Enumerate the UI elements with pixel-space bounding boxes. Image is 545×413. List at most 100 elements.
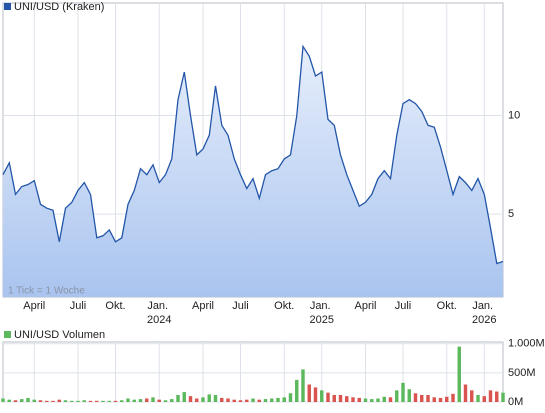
- volume-bar: [13, 400, 18, 402]
- x-tick-label: Juli: [232, 300, 249, 312]
- x-tick-label: Jan. 2025: [310, 300, 334, 326]
- volume-bar: [413, 393, 418, 402]
- volume-bar: [457, 346, 461, 402]
- price-area: [3, 46, 503, 298]
- volume-bar: [170, 399, 174, 402]
- volume-bar: [163, 400, 168, 402]
- volume-bar: [120, 400, 124, 402]
- volume-bar: [357, 397, 361, 402]
- volume-bar: [476, 395, 480, 402]
- volume-bar: [232, 399, 236, 402]
- volume-bar: [445, 396, 449, 402]
- volume-bar: [238, 400, 243, 402]
- volume-bar: [288, 393, 293, 402]
- volume-bar: [101, 400, 105, 402]
- volume-bar: [57, 399, 61, 402]
- volume-bar: [501, 392, 505, 402]
- y-tick-label: 10: [508, 109, 520, 121]
- volume-bar: [138, 399, 143, 402]
- x-tick-label: Juli: [395, 300, 412, 312]
- volume-bar: [1, 398, 5, 402]
- volume-bar: [7, 399, 11, 402]
- x-tick-label: April: [192, 300, 214, 312]
- volume-bar: [463, 384, 468, 402]
- volume-bar: [20, 399, 24, 402]
- volume-bar: [488, 390, 493, 402]
- volume-bar: [407, 389, 411, 402]
- volume-bar: [295, 379, 299, 402]
- volume-bar: [182, 392, 186, 402]
- volume-bar: [282, 397, 286, 402]
- volume-bar: [157, 399, 161, 402]
- volume-bar: [251, 398, 255, 402]
- x-tick-label: Okt.: [437, 300, 457, 312]
- legend-swatch: [4, 331, 11, 338]
- volume-bar: [307, 384, 311, 402]
- y-tick-label: 500M: [508, 367, 536, 379]
- price-title: UNI/USD (Kraken): [14, 1, 104, 13]
- volume-bar: [176, 395, 180, 402]
- volume-bar: [270, 398, 274, 402]
- volume-bar: [213, 395, 218, 402]
- volume-bar: [195, 398, 199, 402]
- x-tick-month: Jan.: [472, 300, 496, 312]
- x-tick-month: Jan.: [147, 300, 171, 312]
- x-tick-label: April: [23, 300, 45, 312]
- volume-bar: [432, 397, 436, 402]
- y-tick-label: 5: [508, 208, 514, 220]
- plot-layer: April Juli Okt. Jan. 2024 April Juli Okt. Jan. …: [1, 3, 545, 408]
- volume-bar: [26, 397, 30, 402]
- x-tick-label: Jan. 2026: [472, 300, 496, 326]
- volume-bar: [451, 393, 455, 402]
- x-tick-label: Okt.: [274, 300, 294, 312]
- volume-bar: [188, 396, 193, 402]
- volume-bar: [45, 400, 49, 402]
- volume-bar: [107, 400, 111, 402]
- volume-bar: [201, 397, 205, 402]
- volume-bar: [82, 400, 86, 402]
- volume-bar: [470, 390, 474, 402]
- volume-bar: [382, 396, 386, 402]
- volume-bar: [263, 399, 268, 402]
- price-line: [2, 44, 504, 265]
- x-tick-label: April: [354, 300, 376, 312]
- volume-bar: [370, 399, 374, 402]
- volume-bar: [145, 398, 149, 402]
- volume-bar: [220, 397, 224, 402]
- volume-bar: [313, 387, 318, 402]
- volume-bar: [70, 400, 74, 402]
- volume-bar: [338, 395, 343, 402]
- volume-bar: [345, 396, 349, 402]
- volume-bar: [426, 395, 430, 402]
- legend-swatch: [4, 3, 11, 10]
- x-tick-label: Jan. 2024: [147, 300, 171, 326]
- volume-bar: [438, 397, 443, 402]
- volume-bar: [207, 394, 211, 402]
- volume-bar: [401, 382, 405, 402]
- volume-bar: [95, 400, 99, 402]
- volume-bar: [38, 400, 43, 402]
- volume-bar: [395, 390, 399, 402]
- volume-bar: [351, 397, 355, 402]
- tick-note: 1 Tick = 1 Woche: [8, 286, 85, 297]
- volume-bar: [32, 399, 36, 402]
- x-tick-label: Okt.: [105, 300, 125, 312]
- volume-bar: [226, 398, 230, 402]
- x-tick-year: 2025: [310, 314, 334, 326]
- volume-bar: [151, 397, 155, 402]
- volume-bar: [420, 395, 424, 402]
- volume-bar: [51, 400, 55, 402]
- volume-bar: [88, 400, 93, 402]
- volume-bar: [276, 397, 280, 402]
- volume-bar: [132, 399, 136, 402]
- x-tick-month: Jan.: [310, 300, 334, 312]
- volume-bar: [301, 369, 305, 402]
- x-tick-year: 2026: [472, 314, 496, 326]
- volume-bar: [245, 399, 249, 402]
- volume-title: UNI/USD Volumen: [14, 329, 105, 341]
- volume-bar: [326, 392, 330, 402]
- volume-bar: [257, 399, 261, 402]
- y-tick-label: 0M: [508, 396, 523, 408]
- volume-bar: [495, 391, 499, 402]
